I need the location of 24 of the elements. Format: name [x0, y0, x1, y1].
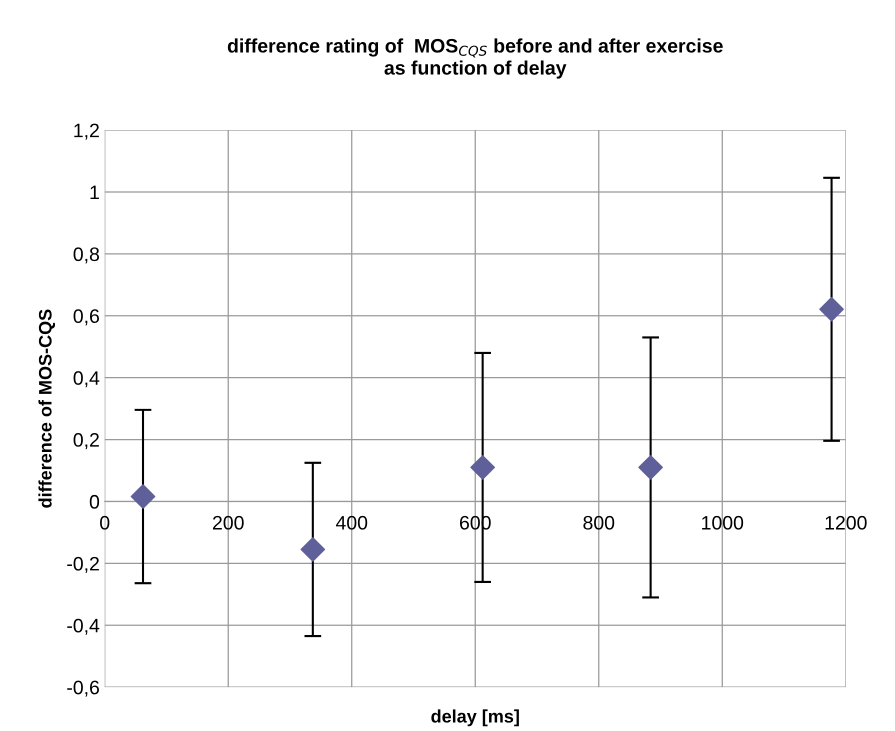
y-tick-label: -0,4 — [67, 618, 100, 635]
x-tick-label: 200 — [212, 516, 244, 530]
y-tick-label: 0,8 — [74, 247, 100, 264]
y-tick-label: 1 — [90, 186, 99, 200]
x-tick-label: 1000 — [702, 516, 744, 530]
y-tick-label: 1,2 — [74, 124, 99, 140]
y-axis-title: difference of MOS-CQS — [38, 310, 56, 508]
y-tick-label: 0,6 — [74, 309, 99, 326]
point — [819, 296, 844, 322]
x-tick-label: 400 — [336, 516, 368, 530]
y-tick-label: 0 — [90, 494, 100, 509]
y-tick-label: -0,6 — [67, 680, 99, 697]
point — [130, 484, 156, 509]
y-tick-label: 0,4 — [74, 371, 100, 388]
x-tick-label: 1200 — [826, 516, 867, 530]
y-tick-label: 0,2 — [74, 433, 99, 450]
point — [470, 455, 495, 480]
point — [300, 537, 326, 562]
x-tick-label: 0 — [100, 516, 110, 530]
chart-title: difference rating of MOS$_{CQS}$ before and after exercise as function of delay — [228, 38, 723, 79]
x-tick-label: 800 — [583, 516, 614, 530]
point — [638, 455, 663, 480]
y-tick-label: -0,2 — [67, 556, 99, 573]
x-axis-title: delay [ms] — [431, 709, 519, 726]
